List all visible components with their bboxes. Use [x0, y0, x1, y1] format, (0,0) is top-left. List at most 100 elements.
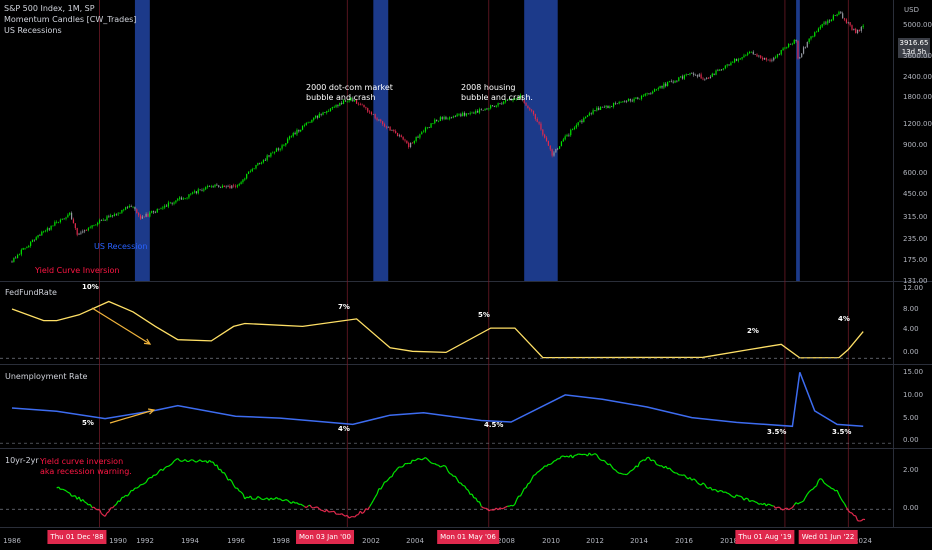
yield-curve-inversion-label: Yield Curve Inversion: [35, 266, 120, 275]
spread-segment: [566, 455, 570, 458]
spread-segment: [860, 518, 864, 522]
spread-segment: [773, 505, 777, 509]
spread-segment: [326, 509, 330, 513]
date-marker: Thu 01 Aug '19: [735, 530, 795, 544]
price-candle: [309, 122, 311, 124]
price-candle: [707, 77, 710, 79]
price-candle: [693, 73, 695, 76]
price-candle: [598, 107, 600, 111]
price-candle: [147, 214, 149, 217]
price-candle: [383, 124, 386, 127]
spread-segment: [754, 501, 758, 504]
spread-segment: [74, 495, 78, 500]
spread-segment: [89, 504, 93, 508]
spread-segment: [192, 459, 195, 462]
price-candle: [74, 223, 76, 229]
price-candle: [536, 118, 538, 122]
price-candle: [821, 24, 823, 27]
last-price-box: 3916.65 13d 5h: [898, 38, 930, 58]
spread-segment: [426, 458, 430, 462]
price-candle: [359, 104, 361, 105]
price-candle: [320, 113, 322, 115]
price-candle: [305, 122, 307, 126]
spread-segment: [63, 489, 67, 492]
price-candle: [510, 98, 512, 101]
price-candle: [132, 206, 134, 208]
price-candle: [434, 119, 436, 124]
legend-indicator[interactable]: Momentum Candles [CW_Trades]: [4, 15, 137, 24]
price-candle: [631, 100, 633, 102]
price-candle: [294, 133, 296, 135]
price-candle: [564, 136, 566, 140]
price-candle: [424, 127, 427, 132]
price-candle: [121, 209, 123, 213]
spread-segment: [78, 496, 82, 502]
spread-segment: [231, 481, 235, 486]
spread-segment: [387, 476, 391, 480]
spread-segment: [363, 508, 367, 513]
price-candle: [171, 202, 173, 204]
price-candle: [672, 81, 674, 83]
fed-tick: 0.00: [903, 348, 919, 356]
chart-legend: S&P 500 Index, 1M, SP Momentum Candles […: [4, 3, 136, 36]
price-candle: [592, 110, 594, 114]
price-candle: [525, 102, 527, 106]
price-candle: [817, 28, 820, 32]
spread-segment: [563, 455, 566, 458]
price-candle: [691, 73, 693, 74]
price-candle: [797, 40, 799, 59]
price-candle: [184, 198, 186, 199]
spread-segment: [283, 499, 287, 502]
spread-segment: [370, 500, 374, 504]
price-candle: [382, 121, 384, 125]
spread-segment: [493, 507, 497, 511]
price-candle: [428, 127, 430, 129]
price-candle: [527, 105, 529, 109]
spread-segment: [322, 510, 326, 513]
spread-segment: [236, 487, 240, 492]
price-candle: [480, 109, 482, 111]
spread-segment: [155, 473, 158, 476]
price-candle: [192, 192, 194, 194]
spread-segment: [529, 478, 533, 484]
price-candle: [430, 123, 432, 128]
price-candle: [851, 25, 853, 30]
price-candle: [661, 85, 663, 88]
price-candle: [229, 185, 231, 189]
spread-segment: [656, 463, 659, 466]
price-candle: [812, 36, 814, 37]
price-candle: [421, 132, 423, 135]
spread-segment: [126, 493, 130, 497]
spread-segment: [564, 455, 568, 458]
price-candle: [331, 107, 333, 109]
legend-symbol[interactable]: S&P 500 Index, 1M, SP: [4, 4, 95, 13]
trend-arrow: [109, 409, 155, 424]
price-candle: [225, 186, 227, 188]
price-candle: [205, 187, 207, 190]
price-candle: [497, 103, 499, 106]
spread-segment: [183, 459, 186, 462]
spread-segment: [246, 496, 249, 499]
legend-recessions[interactable]: US Recessions: [4, 26, 62, 35]
currency-label: USD: [904, 6, 919, 14]
spread-segment: [410, 459, 413, 464]
price-candle: [104, 219, 106, 221]
unemployment-line: [11, 372, 864, 428]
price-candle: [745, 54, 747, 56]
spread-segment: [486, 508, 490, 512]
price-candle: [776, 54, 779, 57]
price-candle: [570, 129, 572, 136]
spread-segment: [393, 470, 397, 474]
price-candle: [41, 231, 43, 236]
price-candle: [218, 185, 220, 188]
price-candle: [335, 105, 337, 107]
price-candle: [31, 239, 34, 243]
spread-tick: 0.00: [903, 504, 919, 512]
spread-segment: [527, 482, 531, 485]
spread-segment: [449, 472, 452, 475]
spread-segment: [559, 455, 562, 460]
price-candle: [115, 214, 117, 215]
spread-segment: [693, 478, 696, 481]
price-candle: [773, 57, 775, 61]
